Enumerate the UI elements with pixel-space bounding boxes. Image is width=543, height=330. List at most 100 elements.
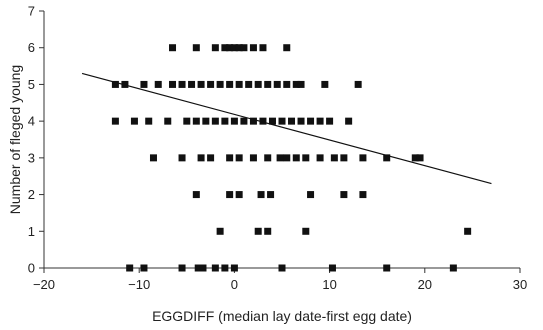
data-point (183, 117, 191, 125)
data-point (230, 117, 238, 125)
data-point (292, 154, 300, 162)
data-point (264, 80, 272, 88)
data-point (211, 117, 219, 125)
data-point (145, 117, 153, 125)
data-point (192, 117, 200, 125)
data-point (449, 264, 457, 272)
data-point (197, 80, 205, 88)
data-point (207, 80, 215, 88)
data-point (340, 154, 348, 162)
data-point (268, 117, 276, 125)
data-point (216, 227, 224, 235)
data-point (383, 264, 391, 272)
data-point (264, 227, 272, 235)
data-point (464, 227, 472, 235)
data-point (199, 264, 207, 272)
data-point (192, 44, 200, 52)
trend-line (81, 72, 492, 185)
data-point (221, 117, 229, 125)
data-point (283, 44, 291, 52)
data-point (178, 154, 186, 162)
data-point (111, 117, 119, 125)
data-point (164, 117, 172, 125)
y-tick-label: 5 (28, 77, 35, 92)
data-point (211, 264, 219, 272)
data-points (111, 44, 472, 272)
x-tick-label: 20 (418, 277, 432, 292)
data-point (359, 191, 367, 199)
data-point (226, 191, 234, 199)
data-point (202, 117, 210, 125)
data-point (221, 264, 229, 272)
data-point (249, 44, 257, 52)
data-point (126, 264, 134, 272)
data-point (288, 117, 296, 125)
y-tick-label: 2 (28, 187, 35, 202)
data-point (307, 191, 315, 199)
data-point (302, 154, 310, 162)
data-point (169, 80, 177, 88)
data-point (264, 154, 272, 162)
data-point (226, 80, 234, 88)
data-point (240, 117, 248, 125)
y-tick-label: 4 (28, 114, 35, 129)
data-point (130, 117, 138, 125)
data-point (316, 117, 324, 125)
data-point (111, 80, 119, 88)
data-point (154, 80, 162, 88)
x-tick-label: 0 (231, 277, 238, 292)
x-tick-label: 30 (513, 277, 527, 292)
data-point (326, 117, 334, 125)
data-point (330, 154, 338, 162)
data-point (278, 117, 286, 125)
data-point (292, 80, 300, 88)
y-tick-label: 3 (28, 150, 35, 165)
data-point (230, 44, 238, 52)
y-axis-title: Number of fleged young (7, 65, 23, 214)
data-point (245, 80, 253, 88)
data-point (178, 80, 186, 88)
data-point (273, 80, 281, 88)
data-point (192, 191, 200, 199)
data-point (216, 80, 224, 88)
data-point (194, 264, 202, 272)
data-point (169, 44, 177, 52)
data-point (207, 154, 215, 162)
data-point (383, 154, 391, 162)
data-point (316, 154, 324, 162)
data-point (140, 264, 148, 272)
data-point (416, 154, 424, 162)
x-tick-label: 10 (322, 277, 336, 292)
data-point (188, 80, 196, 88)
data-point (235, 191, 243, 199)
data-point (249, 154, 257, 162)
y-tick-label: 6 (28, 40, 35, 55)
data-point (235, 44, 243, 52)
data-point (267, 191, 275, 199)
data-point (259, 44, 267, 52)
x-axis-ticks: −20 −10 0 10 20 30 (33, 268, 527, 292)
data-point (257, 191, 265, 199)
data-point (140, 80, 148, 88)
data-point (235, 154, 243, 162)
data-point (226, 44, 234, 52)
data-point (211, 44, 219, 52)
y-tick-label: 1 (28, 224, 35, 239)
y-axis-ticks: 0 1 2 3 4 5 6 7 (28, 4, 44, 276)
y-tick-label: 7 (28, 4, 35, 19)
data-point (321, 80, 329, 88)
data-point (297, 117, 305, 125)
data-point (411, 154, 419, 162)
data-point (240, 44, 248, 52)
data-point (354, 80, 362, 88)
data-point (254, 80, 262, 88)
data-point (307, 117, 315, 125)
data-point (345, 117, 353, 125)
x-tick-label: −20 (33, 277, 55, 292)
data-point (178, 264, 186, 272)
data-point (283, 80, 291, 88)
data-point (278, 264, 286, 272)
data-point (230, 264, 238, 272)
data-point (221, 44, 229, 52)
